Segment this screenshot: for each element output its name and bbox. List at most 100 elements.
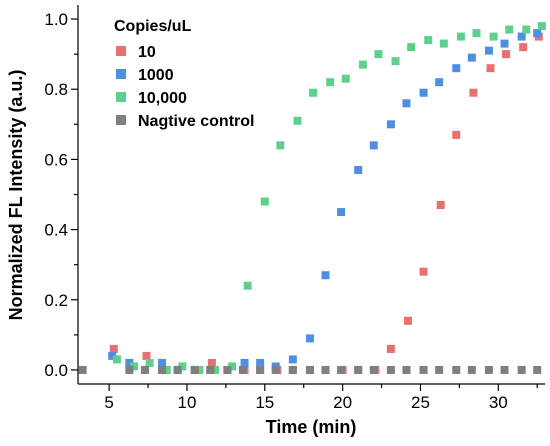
data-point bbox=[337, 208, 346, 217]
data-point bbox=[195, 365, 204, 374]
data-point bbox=[456, 32, 465, 41]
data-point bbox=[190, 365, 199, 374]
data-point bbox=[472, 29, 481, 38]
x-tick-label: 10 bbox=[178, 393, 197, 412]
data-point bbox=[337, 365, 346, 374]
data-point bbox=[256, 365, 265, 374]
x-axis-title: Time (min) bbox=[266, 417, 357, 437]
data-point bbox=[469, 88, 478, 97]
data-point bbox=[419, 365, 428, 374]
legend-label: 10,000 bbox=[138, 90, 187, 107]
y-tick-label: 0.2 bbox=[44, 291, 68, 310]
data-point bbox=[505, 25, 514, 34]
legend-title: Copies/uL bbox=[114, 18, 192, 35]
data-point bbox=[207, 358, 216, 367]
plot-frame bbox=[77, 5, 545, 385]
x-tick-label: 15 bbox=[255, 393, 274, 412]
data-point bbox=[419, 88, 428, 97]
data-point bbox=[500, 365, 509, 374]
y-axis-ticks: 0.0 0.2 0.4 0.6 0.8 1.0 bbox=[44, 10, 78, 380]
data-point bbox=[452, 64, 461, 73]
data-point bbox=[404, 316, 413, 325]
data-point bbox=[467, 53, 476, 62]
data-point bbox=[386, 120, 395, 129]
data-point bbox=[354, 165, 363, 174]
legend-marker bbox=[116, 92, 126, 102]
data-point bbox=[486, 64, 495, 73]
data-point bbox=[210, 365, 219, 374]
y-tick-label: 0.8 bbox=[44, 80, 68, 99]
data-point bbox=[178, 362, 187, 371]
data-point bbox=[517, 365, 526, 374]
data-point bbox=[112, 355, 121, 364]
data-point bbox=[142, 351, 151, 360]
y-tick-label: 0.6 bbox=[44, 150, 68, 169]
data-point bbox=[223, 365, 232, 374]
data-point bbox=[293, 116, 302, 125]
legend: Copies/uL 10 1000 10,000 Nagtive control bbox=[114, 18, 254, 130]
data-point bbox=[386, 365, 395, 374]
legend-marker bbox=[116, 115, 126, 125]
y-tick-label: 0.0 bbox=[44, 361, 68, 380]
data-point bbox=[537, 22, 546, 31]
y-tick-label: 0.4 bbox=[44, 221, 68, 240]
data-point bbox=[341, 74, 350, 83]
data-point bbox=[78, 365, 87, 374]
data-point bbox=[522, 25, 531, 34]
data-point bbox=[125, 365, 134, 374]
data-point bbox=[260, 197, 269, 206]
data-point bbox=[228, 362, 237, 371]
x-tick-label: 25 bbox=[411, 393, 430, 412]
data-point bbox=[419, 267, 428, 276]
data-point bbox=[288, 355, 297, 364]
data-point bbox=[256, 358, 265, 367]
data-point bbox=[271, 365, 280, 374]
data-point bbox=[158, 365, 167, 374]
data-point bbox=[435, 365, 444, 374]
data-point bbox=[500, 39, 509, 48]
data-point bbox=[276, 141, 285, 150]
data-point bbox=[467, 365, 476, 374]
data-point bbox=[158, 358, 167, 367]
data-point bbox=[439, 39, 448, 48]
legend-label: 1000 bbox=[138, 67, 174, 84]
legend-marker bbox=[116, 69, 126, 79]
x-tick-label: 20 bbox=[333, 393, 352, 412]
data-point bbox=[484, 46, 493, 55]
data-point bbox=[484, 365, 493, 374]
data-point bbox=[140, 365, 149, 374]
data-point bbox=[309, 88, 318, 97]
data-point bbox=[305, 365, 314, 374]
data-point bbox=[358, 60, 367, 69]
legend-label: Nagtive control bbox=[138, 113, 254, 130]
data-point bbox=[502, 50, 511, 59]
legend-label: 10 bbox=[138, 44, 156, 61]
data-point bbox=[326, 78, 335, 87]
data-point bbox=[402, 365, 411, 374]
data-point bbox=[321, 365, 330, 374]
data-point bbox=[173, 365, 182, 374]
data-point bbox=[243, 281, 252, 290]
data-point bbox=[386, 344, 395, 353]
y-tick-label: 1.0 bbox=[44, 10, 68, 29]
data-point bbox=[452, 130, 461, 139]
data-point bbox=[109, 344, 118, 353]
data-points bbox=[78, 22, 546, 374]
data-point bbox=[489, 32, 498, 41]
data-point bbox=[321, 271, 330, 280]
data-point bbox=[436, 201, 445, 210]
data-point bbox=[145, 358, 154, 367]
data-point bbox=[162, 365, 171, 374]
data-point bbox=[206, 365, 215, 374]
data-point bbox=[288, 365, 297, 374]
data-point bbox=[369, 141, 378, 150]
y-axis-title: Normalized FL Intensity (a.u.) bbox=[6, 70, 26, 321]
data-point bbox=[391, 57, 400, 66]
data-point bbox=[108, 351, 117, 360]
data-point bbox=[435, 78, 444, 87]
data-point bbox=[240, 358, 249, 367]
data-point bbox=[305, 334, 314, 343]
data-point bbox=[407, 43, 416, 52]
data-point bbox=[402, 99, 411, 108]
